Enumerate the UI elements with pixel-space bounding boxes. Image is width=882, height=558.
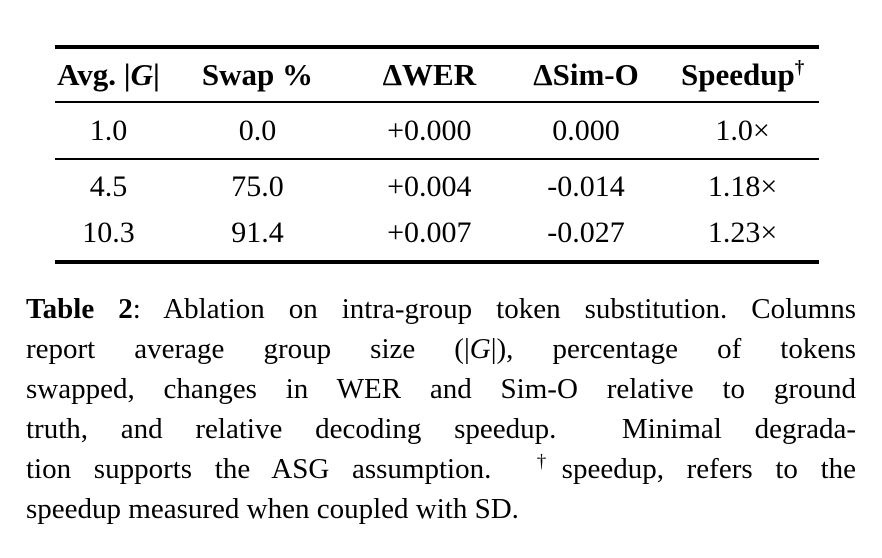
caption-label: Table 2: [26, 293, 133, 325]
caption-text: : Ablation on intra-group token substitu…: [132, 293, 856, 325]
table-caption: Table 2: Ablation on intra-group token s…: [26, 289, 856, 529]
caption-text: |), percentage of tokens: [490, 333, 856, 365]
caption-line-5: tion supports the ASG assumption. †speed…: [26, 449, 856, 489]
cell-delta-sim-o: 0.000: [505, 102, 667, 160]
cell-delta-wer: +0.007: [387, 216, 472, 249]
avg-label: Avg. |: [57, 57, 131, 92]
cell-speedup: 1.0×: [666, 102, 819, 160]
cell-avg-group-size: 4.5: [89, 170, 128, 203]
cell-avg-group-size: 10.3: [82, 216, 135, 249]
caption-line-4: truth, and relative decoding speedup. Mi…: [26, 413, 856, 445]
dagger-icon: †: [794, 57, 805, 79]
col-header-delta-wer: ΔWER: [352, 47, 506, 103]
cell-swap-pct: 75.0: [231, 170, 284, 203]
table-row: 10.3 91.4 +0.007 -0.027 1.23×: [55, 210, 819, 262]
caption-line-1: Table 2: Ablation on intra-group token s…: [26, 289, 856, 329]
col-header-swap-pct: Swap %: [161, 47, 353, 103]
speedup-label: Speedup: [680, 57, 795, 92]
cell-swap-pct: 0.0: [161, 102, 353, 160]
cell-speedup: 1.23×: [707, 216, 778, 249]
cell-swap-pct: 91.4: [231, 216, 284, 249]
script-g-symbol: G: [469, 333, 491, 365]
col-header-delta-sim-o: ΔSim-O: [505, 47, 667, 103]
dagger-icon: †: [536, 451, 562, 473]
cell-delta-wer: +0.004: [387, 170, 472, 203]
script-g-symbol: G: [130, 57, 153, 92]
table-row-baseline: 1.0 0.0 +0.000 0.000 1.0×: [55, 102, 819, 160]
caption-line-3: swapped, changes in WER and Sim-O relati…: [26, 373, 856, 405]
cell-speedup: 1.18×: [707, 170, 778, 203]
avg-label-close: |: [152, 57, 160, 92]
caption-text: tion supports the ASG assumption.: [26, 453, 537, 485]
cell-delta-wer: +0.000: [352, 102, 506, 160]
col-header-speedup: Speedup†: [666, 47, 819, 103]
table-header-row: Avg. |G| Swap % ΔWER ΔSim-O Speedup†: [55, 47, 819, 103]
col-header-avg-group-size: Avg. |G|: [55, 47, 162, 103]
caption-text: speedup, refers to the: [561, 453, 856, 485]
caption-line-6: speedup measured when coupled with SD.: [26, 493, 519, 525]
table-row: 4.5 75.0 +0.004 -0.014 1.18×: [55, 159, 819, 210]
caption-line-2: report average group size (|G|), percent…: [26, 329, 856, 369]
cell-delta-sim-o: -0.014: [547, 170, 625, 203]
ablation-table: Avg. |G| Swap % ΔWER ΔSim-O Speedup† 1.0…: [55, 45, 819, 264]
cell-delta-sim-o: -0.027: [547, 216, 625, 249]
cell-avg-group-size: 1.0: [55, 102, 162, 160]
caption-text: report average group size (|: [26, 333, 470, 365]
